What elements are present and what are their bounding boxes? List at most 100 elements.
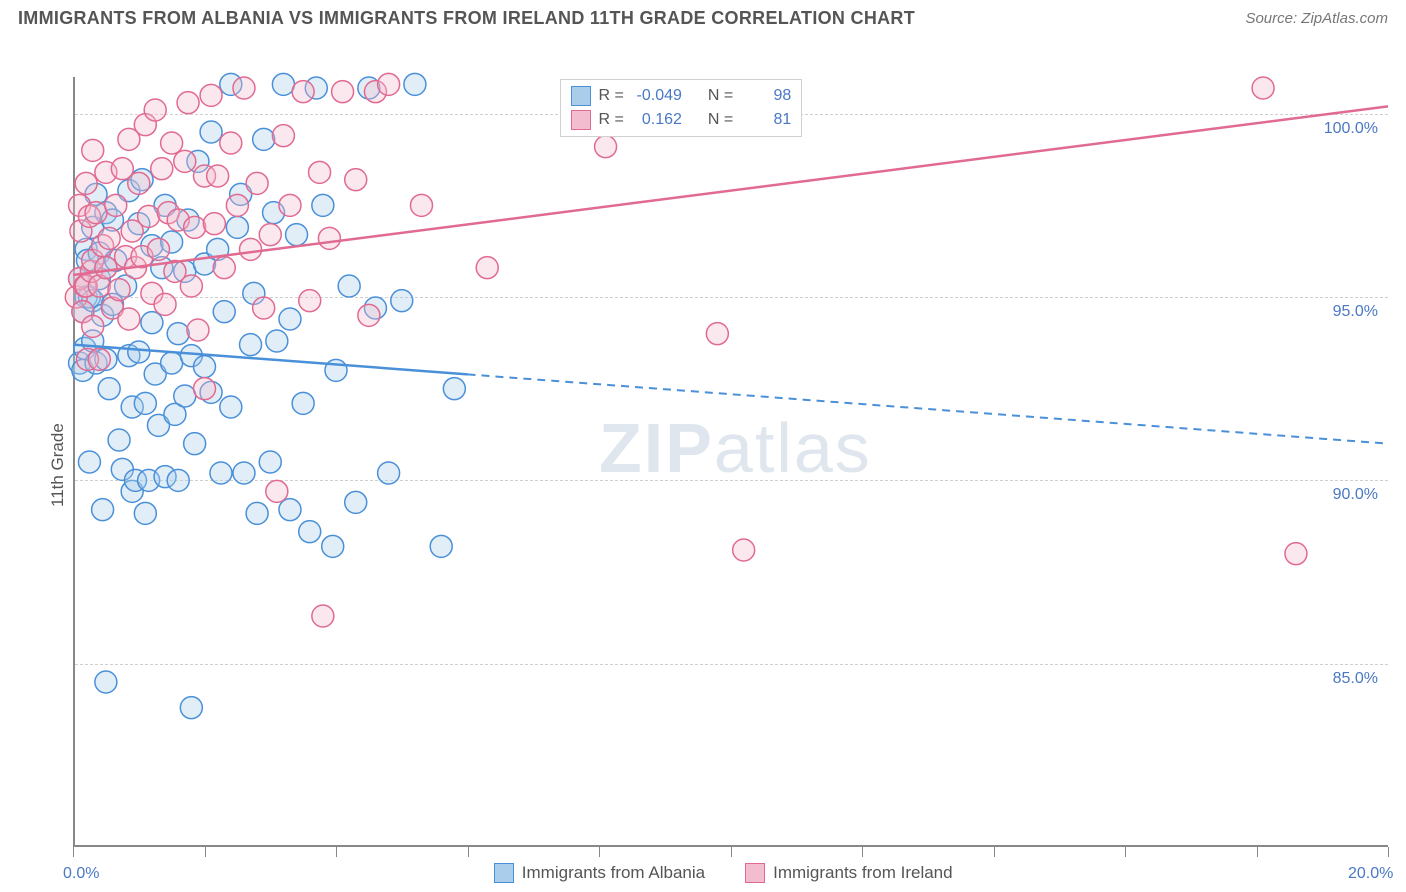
scatter-point [345, 169, 367, 191]
scatter-point [286, 224, 308, 246]
scatter-point [134, 392, 156, 414]
n-label: N = [708, 108, 733, 132]
n-value: 98 [741, 84, 791, 108]
scatter-point [95, 671, 117, 693]
scatter-point [1285, 543, 1307, 565]
scatter-point [292, 392, 314, 414]
xtick [994, 847, 995, 857]
scatter-point [338, 275, 360, 297]
scatter-point [279, 308, 301, 330]
scatter-point [345, 491, 367, 513]
scatter-point [194, 378, 216, 400]
scatter-point [246, 502, 268, 524]
scatter-point [194, 356, 216, 378]
scatter-point [279, 194, 301, 216]
xtick-label: 0.0% [63, 865, 99, 883]
scatter-point [187, 319, 209, 341]
r-value: -0.049 [632, 84, 682, 108]
scatter-point [184, 216, 206, 238]
scatter-point [82, 139, 104, 161]
scatter-point [279, 499, 301, 521]
xtick [73, 847, 74, 857]
plot-svg [73, 77, 1388, 847]
chart-source: Source: ZipAtlas.com [1245, 10, 1388, 27]
scatter-point [312, 194, 334, 216]
scatter-point [378, 73, 400, 95]
scatter-point [240, 334, 262, 356]
scatter-point [309, 161, 331, 183]
scatter-point [174, 150, 196, 172]
chart-title: IMMIGRANTS FROM ALBANIA VS IMMIGRANTS FR… [18, 8, 915, 29]
series-legend-item: Immigrants from Albania [494, 863, 705, 883]
scatter-point [85, 202, 107, 224]
legend-swatch [571, 110, 591, 130]
scatter-point [240, 238, 262, 260]
scatter-point [220, 132, 242, 154]
scatter-point [167, 323, 189, 345]
legend-swatch [494, 863, 514, 883]
scatter-point [138, 205, 160, 227]
scatter-point [404, 73, 426, 95]
scatter-point [246, 172, 268, 194]
scatter-point [134, 502, 156, 524]
scatter-point [299, 521, 321, 543]
scatter-point [292, 81, 314, 103]
scatter-point [266, 480, 288, 502]
xtick [205, 847, 206, 857]
scatter-point [95, 257, 117, 279]
scatter-point [322, 535, 344, 557]
scatter-point [410, 194, 432, 216]
stats-legend-row: R =-0.049N =98 [571, 84, 792, 108]
scatter-point [266, 330, 288, 352]
chart-header: IMMIGRANTS FROM ALBANIA VS IMMIGRANTS FR… [0, 0, 1406, 33]
scatter-point [174, 385, 196, 407]
xtick [599, 847, 600, 857]
scatter-point [98, 378, 120, 400]
xtick [468, 847, 469, 857]
xtick [1125, 847, 1126, 857]
regression-line-dashed [468, 374, 1389, 443]
chart-container: 85.0%90.0%95.0%100.0%0.0%20.0%11th Grade… [18, 37, 1406, 889]
scatter-point [180, 275, 202, 297]
scatter-point [706, 323, 728, 345]
legend-swatch [745, 863, 765, 883]
xtick [862, 847, 863, 857]
scatter-point [92, 499, 114, 521]
series-legend-label: Immigrants from Albania [522, 863, 705, 883]
scatter-point [154, 293, 176, 315]
scatter-point [233, 77, 255, 99]
scatter-point [118, 308, 140, 330]
stats-legend: R =-0.049N =98R =0.162N =81 [560, 79, 803, 137]
scatter-point [259, 451, 281, 473]
scatter-point [210, 462, 232, 484]
xtick [1257, 847, 1258, 857]
scatter-point [325, 359, 347, 381]
scatter-point [220, 396, 242, 418]
scatter-point [75, 172, 97, 194]
scatter-point [180, 697, 202, 719]
scatter-point [272, 73, 294, 95]
series-legend-item: Immigrants from Ireland [745, 863, 953, 883]
stats-legend-row: R =0.162N =81 [571, 108, 792, 132]
scatter-point [203, 213, 225, 235]
scatter-point [1252, 77, 1274, 99]
scatter-point [207, 165, 229, 187]
scatter-point [226, 194, 248, 216]
scatter-point [128, 172, 150, 194]
scatter-point [312, 605, 334, 627]
r-value: 0.162 [632, 108, 682, 132]
scatter-point [184, 433, 206, 455]
series-legend-label: Immigrants from Ireland [773, 863, 953, 883]
scatter-point [161, 132, 183, 154]
scatter-point [98, 227, 120, 249]
scatter-point [332, 81, 354, 103]
n-value: 81 [741, 108, 791, 132]
scatter-point [259, 224, 281, 246]
scatter-point [200, 84, 222, 106]
scatter-point [378, 462, 400, 484]
scatter-point [78, 451, 100, 473]
scatter-point [161, 352, 183, 374]
scatter-point [108, 429, 130, 451]
scatter-point [430, 535, 452, 557]
xtick [1388, 847, 1389, 857]
